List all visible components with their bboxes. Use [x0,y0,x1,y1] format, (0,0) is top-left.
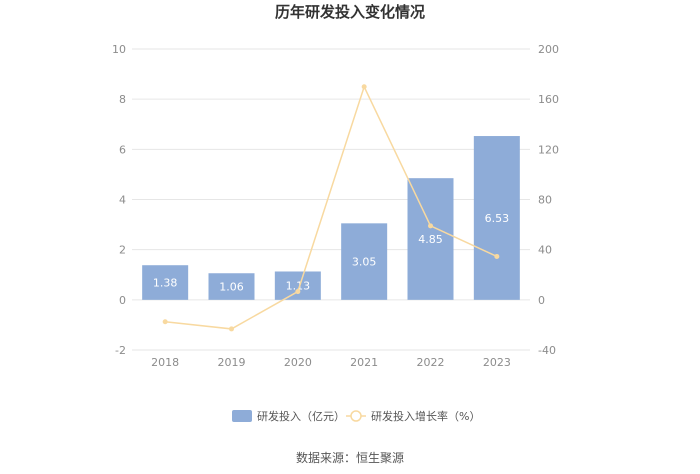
right-axis-ticks: -40 0 40 80 120 160 200 [538,43,559,357]
legend-line-label: 研发投入增长率（%） [371,409,480,423]
growth-point [229,326,234,332]
growth-point [428,223,433,229]
right-tick-label: 0 [538,294,545,307]
right-tick-label: 200 [538,43,559,56]
line-series [162,84,500,332]
bar-value-label: 3.05 [352,256,377,269]
bar [274,271,321,300]
legend-bar-swatch [232,410,252,422]
legend: 研发投入（亿元） 研发投入增长率（%） [232,409,480,423]
right-tick-label: 120 [538,143,559,156]
growth-point [494,253,500,259]
x-tick-label: 2018 [151,356,179,369]
source-note: 数据来源：恒生聚源 [296,450,404,465]
growth-point [361,84,367,90]
bar-labels: 1.38 1.06 1.13 3.05 4.85 6.53 [153,212,509,294]
bar-value-label: 1.38 [153,277,178,290]
left-tick-label: 0 [119,294,126,307]
bar-value-label: 4.85 [418,233,443,246]
left-axis-ticks: -2 0 2 4 6 8 10 [112,43,126,357]
x-tick-label: 2022 [417,356,445,369]
x-axis-ticks: 2018 2019 2020 2021 2022 2023 [151,356,511,369]
left-tick-label: 6 [119,143,126,156]
left-tick-label: 8 [119,93,126,106]
bar [142,265,189,300]
bar-value-label: 1.13 [286,280,311,293]
x-tick-label: 2019 [218,356,246,369]
left-tick-label: 4 [119,194,126,207]
bar-value-label: 1.06 [219,281,244,294]
right-tick-label: -40 [538,344,556,357]
x-tick-label: 2020 [284,356,312,369]
grid-lines [132,48,530,351]
legend-bar-label: 研发投入（亿元） [257,409,345,423]
x-tick-label: 2021 [350,356,378,369]
bar [473,136,520,300]
left-tick-label: 2 [119,244,126,257]
right-tick-label: 80 [538,194,552,207]
right-tick-label: 160 [538,93,559,106]
left-tick-label: -2 [115,344,126,357]
chart-title: 历年研发投入变化情况 [275,3,425,21]
bar [407,178,454,300]
x-tick-label: 2023 [483,356,511,369]
growth-line [165,84,498,330]
left-tick-label: 10 [112,43,126,56]
right-tick-label: 40 [538,244,552,257]
bar [208,273,255,300]
bar-series [142,136,520,300]
growth-point [295,289,301,295]
growth-point [162,319,168,325]
bar [341,223,388,300]
bar-value-label: 6.53 [485,212,510,225]
legend-line-marker [350,410,362,422]
